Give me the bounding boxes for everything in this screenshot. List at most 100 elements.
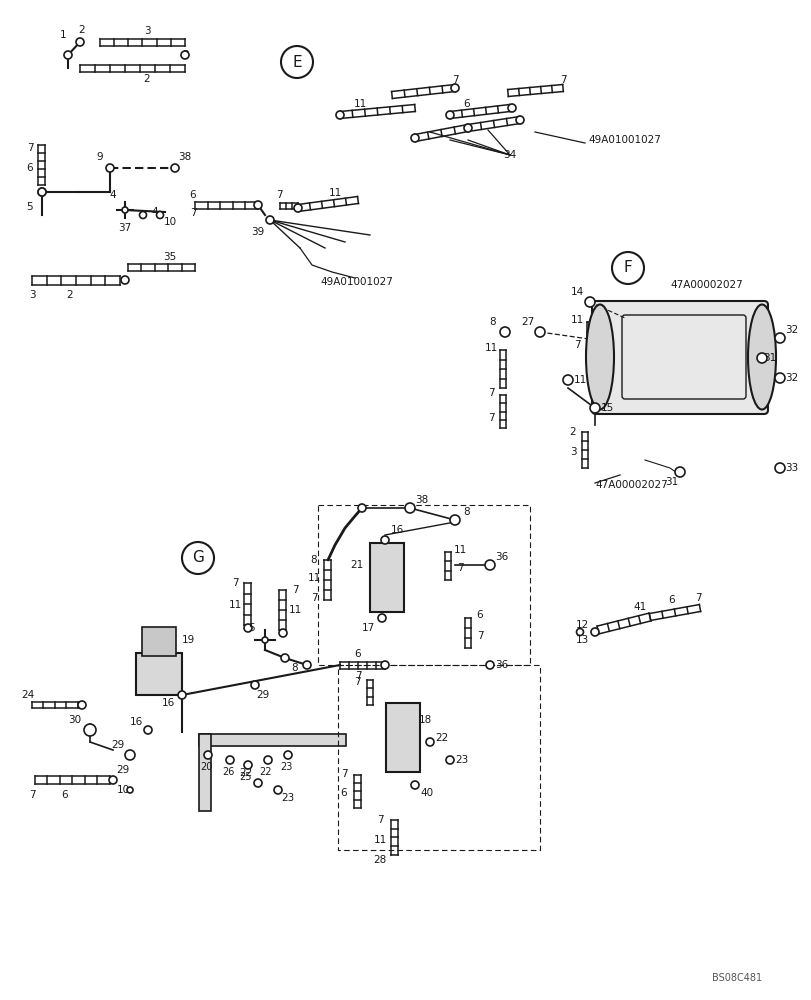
Circle shape xyxy=(264,756,272,764)
FancyBboxPatch shape xyxy=(199,734,211,811)
Circle shape xyxy=(225,756,234,764)
Text: 2: 2 xyxy=(569,427,576,437)
Text: 14: 14 xyxy=(569,287,583,297)
Text: 30: 30 xyxy=(68,715,81,725)
Circle shape xyxy=(262,637,268,643)
Text: 7: 7 xyxy=(487,413,494,423)
Text: 7: 7 xyxy=(376,815,383,825)
Text: 4: 4 xyxy=(152,207,158,217)
Circle shape xyxy=(449,515,460,525)
Text: 13: 13 xyxy=(575,635,588,645)
Circle shape xyxy=(243,624,251,632)
Circle shape xyxy=(182,542,214,574)
Text: 6: 6 xyxy=(341,788,347,798)
Text: 10: 10 xyxy=(116,785,130,795)
Circle shape xyxy=(281,46,312,78)
Text: 49A01001027: 49A01001027 xyxy=(320,277,393,287)
Text: 2: 2 xyxy=(79,25,85,35)
Text: 11: 11 xyxy=(307,573,320,583)
Text: 7: 7 xyxy=(456,563,463,573)
Circle shape xyxy=(426,738,433,746)
Circle shape xyxy=(611,252,643,284)
Text: 6: 6 xyxy=(354,649,361,659)
Text: 11: 11 xyxy=(353,99,367,109)
Text: 2: 2 xyxy=(144,74,150,84)
Circle shape xyxy=(84,724,96,736)
Text: 35: 35 xyxy=(163,252,177,262)
Circle shape xyxy=(508,104,515,112)
Circle shape xyxy=(279,629,286,637)
Text: 6: 6 xyxy=(190,190,196,200)
Text: 39: 39 xyxy=(251,227,264,237)
Circle shape xyxy=(157,212,163,219)
Text: 7: 7 xyxy=(291,585,298,595)
Circle shape xyxy=(534,327,544,337)
Circle shape xyxy=(122,207,128,213)
Circle shape xyxy=(463,124,471,132)
Circle shape xyxy=(181,51,189,59)
Text: 28: 28 xyxy=(373,855,386,865)
Circle shape xyxy=(125,750,135,760)
Circle shape xyxy=(484,560,495,570)
Circle shape xyxy=(515,116,523,124)
Text: 6: 6 xyxy=(476,610,483,620)
Text: 36: 36 xyxy=(495,660,508,670)
Text: 38: 38 xyxy=(415,495,428,505)
Circle shape xyxy=(450,84,458,92)
Text: 3: 3 xyxy=(144,26,150,36)
Circle shape xyxy=(445,756,453,764)
Text: 7: 7 xyxy=(487,388,494,398)
Text: 26: 26 xyxy=(221,767,234,777)
Text: 3: 3 xyxy=(569,447,576,457)
Text: 5: 5 xyxy=(27,202,33,212)
Text: 11: 11 xyxy=(569,315,583,325)
Circle shape xyxy=(38,188,46,196)
Text: 22: 22 xyxy=(260,767,272,777)
Text: 6: 6 xyxy=(62,790,68,800)
Circle shape xyxy=(243,761,251,769)
Text: 33: 33 xyxy=(784,463,798,473)
Text: 20: 20 xyxy=(200,762,212,772)
Text: 5: 5 xyxy=(248,623,255,633)
Text: 41: 41 xyxy=(633,602,646,612)
Circle shape xyxy=(78,701,86,709)
Text: 23: 23 xyxy=(455,755,468,765)
Text: 7: 7 xyxy=(27,143,33,153)
Text: 19: 19 xyxy=(181,635,195,645)
Circle shape xyxy=(254,201,262,209)
Circle shape xyxy=(127,787,133,793)
Text: 25: 25 xyxy=(239,772,252,782)
Circle shape xyxy=(171,164,178,172)
Text: BS08C481: BS08C481 xyxy=(711,973,761,983)
Text: 49A01001027: 49A01001027 xyxy=(587,135,660,145)
Text: 11: 11 xyxy=(453,545,466,555)
Circle shape xyxy=(336,111,344,119)
Circle shape xyxy=(64,51,72,59)
FancyBboxPatch shape xyxy=(199,734,345,746)
Text: 32: 32 xyxy=(784,325,798,335)
Text: 16: 16 xyxy=(390,525,403,535)
Circle shape xyxy=(251,681,259,689)
Circle shape xyxy=(38,188,46,196)
Text: 1: 1 xyxy=(60,30,67,40)
Text: 40: 40 xyxy=(420,788,433,798)
Text: 27: 27 xyxy=(521,317,534,327)
Circle shape xyxy=(358,504,366,512)
Text: 7: 7 xyxy=(573,340,580,350)
Text: 7: 7 xyxy=(190,208,196,218)
Circle shape xyxy=(774,333,784,343)
Circle shape xyxy=(405,503,414,513)
Circle shape xyxy=(254,779,262,787)
Circle shape xyxy=(139,212,146,219)
Text: 22: 22 xyxy=(435,733,448,743)
FancyBboxPatch shape xyxy=(370,543,404,612)
Circle shape xyxy=(109,776,117,784)
Text: 7: 7 xyxy=(311,593,317,603)
Circle shape xyxy=(576,629,583,636)
Text: 29: 29 xyxy=(111,740,124,750)
Ellipse shape xyxy=(747,304,775,410)
Circle shape xyxy=(445,111,453,119)
Circle shape xyxy=(380,661,388,669)
Circle shape xyxy=(774,373,784,383)
Circle shape xyxy=(590,628,599,636)
